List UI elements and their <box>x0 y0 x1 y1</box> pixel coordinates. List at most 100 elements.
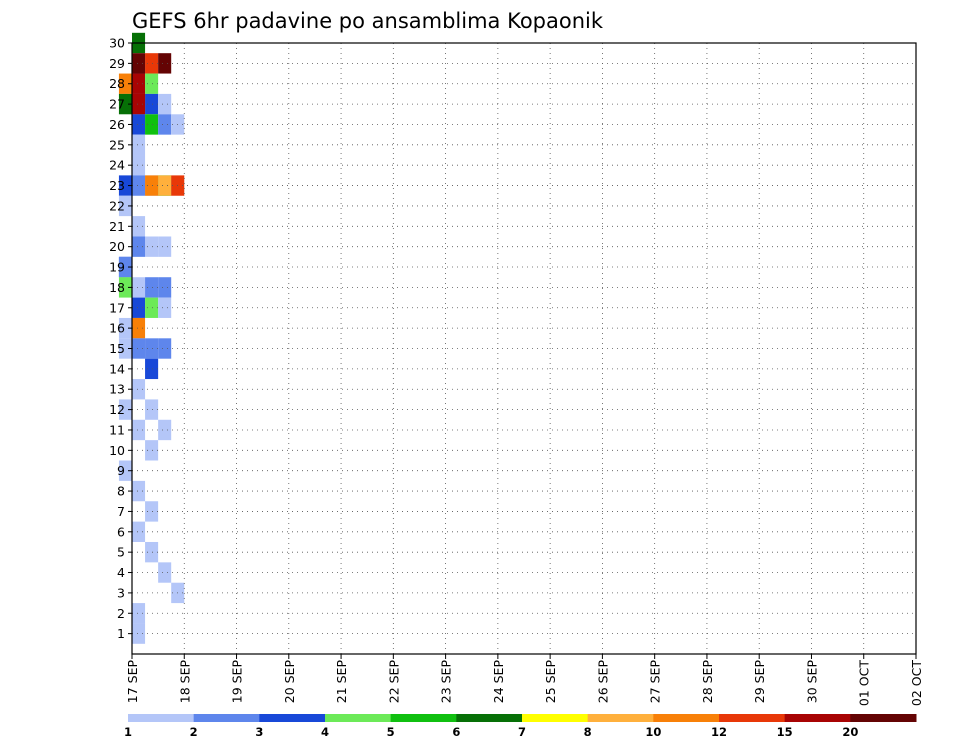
x-axis-ticks: 17 SEP 18 SEP 19 SEP 20 SEP 21 SEP 22 SEP 23 S… <box>125 654 924 706</box>
precip-cell <box>132 297 146 318</box>
precip-cell <box>118 195 132 217</box>
colorbar-swatch <box>719 714 786 722</box>
y-axis-ticks: 1234567891011121314151617181920212223242… <box>109 36 132 641</box>
x-tick-label: 20 SEP <box>282 660 297 704</box>
y-tick-label: 18 <box>109 280 125 295</box>
y-tick-label: 12 <box>109 402 125 417</box>
colorbar-label: 20 <box>842 725 858 739</box>
precip-cell <box>132 317 146 339</box>
y-tick-label: 7 <box>117 504 125 519</box>
y-tick-label: 29 <box>109 56 125 71</box>
precip-cell <box>145 53 159 74</box>
colorbar-label: 8 <box>584 725 592 739</box>
x-tick-label: 30 SEP <box>804 660 819 704</box>
y-tick-label: 14 <box>109 361 125 376</box>
y-tick-label: 10 <box>109 443 125 458</box>
precip-cell <box>118 256 132 278</box>
y-tick-label: 5 <box>117 545 125 560</box>
colorbar-swatch <box>456 714 523 722</box>
y-tick-label: 17 <box>109 300 125 315</box>
precip-cell <box>132 134 146 156</box>
precip-cell <box>118 277 132 298</box>
colorbar-label: 5 <box>387 725 395 739</box>
chart-title: GEFS 6hr padavine po ansamblima Kopaonik <box>132 9 604 33</box>
y-tick-label: 15 <box>109 341 125 356</box>
colorbar-label: 6 <box>452 725 460 739</box>
colorbar-label: 15 <box>777 725 793 739</box>
x-tick-label: 25 SEP <box>543 660 558 704</box>
precip-cell <box>132 236 146 257</box>
precip-cell <box>158 53 172 74</box>
x-tick-label: 18 SEP <box>177 660 192 704</box>
precip-cell <box>145 73 159 94</box>
precip-cell <box>145 175 159 196</box>
precipitation-cells <box>118 32 185 644</box>
y-tick-label: 24 <box>109 158 125 173</box>
x-tick-label: 24 SEP <box>491 660 506 704</box>
y-tick-label: 16 <box>109 321 125 336</box>
precip-cell <box>145 501 159 522</box>
precip-cell <box>132 419 146 441</box>
colorbar-swatch <box>193 714 260 722</box>
precip-cell <box>145 236 159 257</box>
y-tick-label: 22 <box>109 198 125 213</box>
precip-cell <box>158 277 172 298</box>
y-tick-label: 25 <box>109 137 125 152</box>
colorbar-label: 2 <box>190 725 198 739</box>
precip-cell <box>118 175 132 196</box>
colorbar-label: 12 <box>711 725 727 739</box>
precip-cell <box>145 297 159 318</box>
y-tick-label: 2 <box>117 606 125 621</box>
colorbar-swatch <box>259 714 326 722</box>
y-tick-label: 30 <box>109 36 125 51</box>
precip-cell <box>158 114 172 135</box>
colorbar-label: 3 <box>255 725 263 739</box>
y-tick-label: 8 <box>117 484 125 499</box>
precip-cell <box>158 175 172 196</box>
x-tick-label: 23 SEP <box>439 660 454 704</box>
chart-grid <box>131 42 917 654</box>
y-tick-label: 9 <box>117 463 125 478</box>
colorbar: 1 2 3 4 5 6 7 8 10 12 15 20 <box>124 714 917 739</box>
precip-cell <box>145 440 159 461</box>
colorbar-swatch <box>390 714 457 722</box>
x-tick-label: 01 OCT <box>857 660 872 706</box>
precip-cell <box>132 216 146 237</box>
precip-cell <box>132 277 146 298</box>
precip-cell <box>132 73 146 94</box>
x-tick-label: 26 SEP <box>595 660 610 704</box>
precip-cell <box>158 236 172 257</box>
precip-cell <box>145 358 159 380</box>
colorbar-swatch <box>587 714 654 722</box>
y-tick-label: 28 <box>109 76 125 91</box>
colorbar-swatch <box>325 714 392 722</box>
precip-cell <box>145 114 159 135</box>
precip-cell <box>145 541 159 563</box>
precip-cell <box>145 338 159 359</box>
precip-cell <box>118 460 132 481</box>
precip-cell <box>132 93 146 115</box>
y-tick-label: 4 <box>117 565 125 580</box>
precip-cell <box>118 338 132 359</box>
x-tick-label: 02 OCT <box>909 660 924 706</box>
x-tick-label: 21 SEP <box>334 660 349 704</box>
precip-cell <box>118 317 132 339</box>
precip-cell <box>132 623 146 644</box>
y-tick-label: 23 <box>109 178 125 193</box>
plot-frame <box>131 42 917 655</box>
precip-cell <box>132 114 146 135</box>
x-tick-label: 27 SEP <box>648 660 663 704</box>
precip-cell <box>132 480 146 502</box>
precip-cell <box>145 277 159 298</box>
y-tick-label: 1 <box>117 626 125 641</box>
precip-cell <box>158 338 172 359</box>
precip-cell <box>132 338 146 359</box>
x-tick-label: 29 SEP <box>752 660 767 704</box>
colorbar-swatch <box>850 714 917 722</box>
y-tick-label: 20 <box>109 239 125 254</box>
colorbar-label: 7 <box>518 725 526 739</box>
y-tick-label: 19 <box>109 260 125 275</box>
colorbar-label: 10 <box>645 725 661 739</box>
y-tick-label: 21 <box>109 219 125 234</box>
